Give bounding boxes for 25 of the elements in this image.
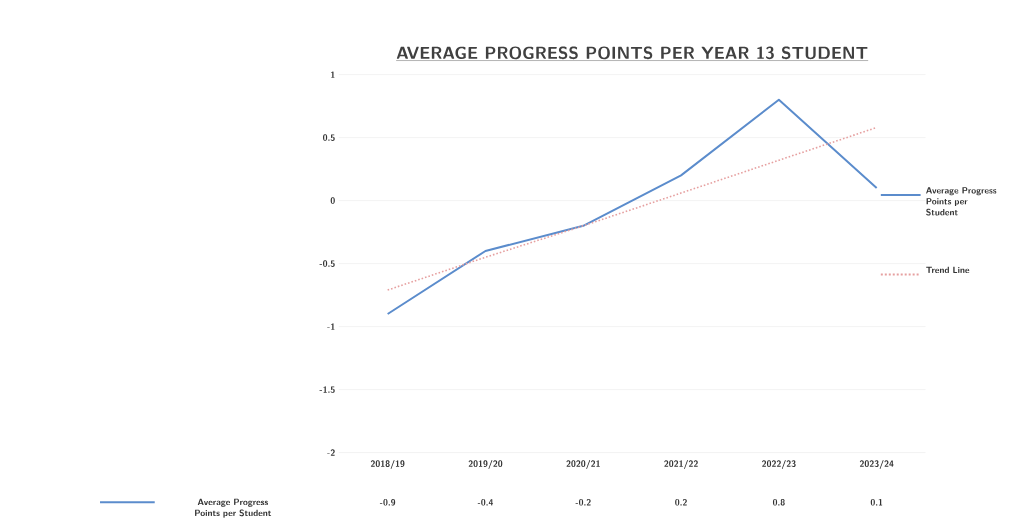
x-tick-label: 2021/22: [664, 459, 698, 469]
x-tick-label: 2018/19: [370, 459, 405, 469]
data-label: 0.1: [870, 498, 883, 506]
data-label: -0.2: [575, 498, 591, 506]
x-tick-label: 2020/21: [566, 459, 600, 469]
y-tick-label: -1: [327, 323, 335, 330]
chart-title: AVERAGE PROGRESS POINTS PER YEAR 13 STUDENT: [396, 46, 868, 60]
x-tick-label: 2022/23: [762, 459, 796, 469]
y-tick-label: -2: [327, 449, 335, 456]
y-tick-label: 0.5: [323, 134, 335, 141]
text: Average Progress Points per Student: [195, 498, 272, 518]
y-tick-label: -1.5: [319, 386, 335, 393]
y-tick-label: 0: [330, 197, 335, 204]
data-label: 0.8: [772, 498, 785, 506]
data-label: -0.4: [477, 498, 494, 506]
y-tick-label: -0.5: [319, 260, 335, 267]
data-label: 0.2: [675, 498, 687, 506]
data-label: -0.9: [379, 498, 396, 506]
legend-label: Trend Line: [926, 266, 970, 273]
line-series: [386, 98, 878, 315]
x-tick-label: 2019/20: [468, 459, 503, 469]
x-tick-label: 2023/24: [859, 459, 894, 469]
y-tick-label: 1: [330, 71, 335, 78]
line-series: [386, 126, 878, 291]
legend-label: Average Progress Points per Student: [926, 187, 997, 216]
